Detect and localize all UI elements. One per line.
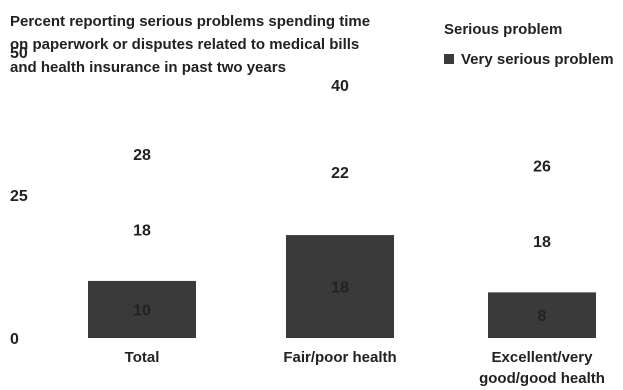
y-tick-label: 25	[10, 188, 28, 205]
y-tick-label: 0	[10, 331, 19, 348]
data-label-very-serious: 10	[133, 302, 151, 319]
legend-item-serious: Serious problem	[444, 18, 614, 40]
y-tick-label: 50	[10, 45, 28, 62]
bar-serious	[488, 189, 596, 293]
legend-label-very-serious: Very serious problem	[461, 50, 614, 68]
bar-very-serious	[88, 280, 196, 338]
data-label-serious: 18	[533, 234, 551, 251]
data-label-very-serious: 18	[331, 280, 349, 297]
bar-very-serious	[488, 292, 596, 338]
data-label-very-serious: 8	[538, 308, 547, 325]
legend-item-very-serious: Very serious problem	[444, 48, 614, 70]
data-label-total: 26	[533, 158, 551, 175]
chart-title: Percent reporting serious problems spend…	[10, 13, 371, 76]
x-category-label: Fair/poor health	[283, 349, 396, 366]
x-category-label: Excellent/very	[492, 349, 594, 366]
data-label-serious: 22	[331, 165, 349, 182]
bar-very-serious	[286, 235, 394, 338]
bar-serious	[88, 177, 196, 281]
x-category-label: good/good health	[479, 370, 605, 387]
data-label-total: 28	[133, 147, 151, 164]
bar-serious	[286, 109, 394, 236]
data-label-total: 40	[331, 78, 349, 95]
legend-swatch-very-serious	[444, 54, 454, 64]
legend: Serious problem Very serious problem	[444, 18, 614, 78]
x-category-label: Total	[125, 349, 160, 366]
data-label-serious: 18	[133, 222, 151, 239]
legend-label-serious: Serious problem	[444, 20, 563, 38]
